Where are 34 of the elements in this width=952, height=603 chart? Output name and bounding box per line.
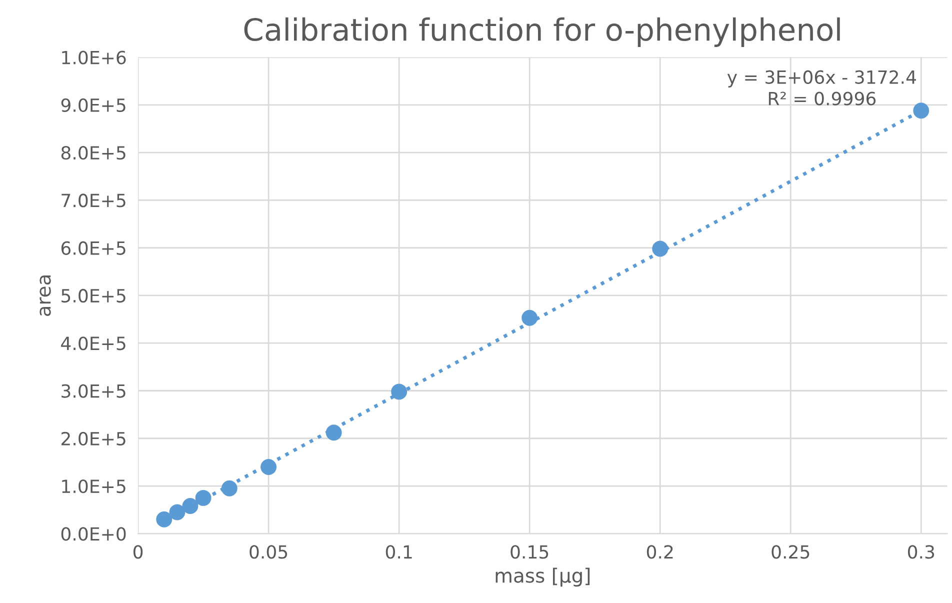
y-axis-title: area (40, 276, 51, 316)
x-tick-label: 0.1 (386, 545, 412, 559)
y-tick-label: 4.0E+5 (61, 336, 126, 350)
point (260, 458, 277, 475)
point (182, 498, 198, 514)
x-tick-label: 0 (133, 545, 143, 559)
y-tick-label: 3.0E+5 (62, 384, 126, 398)
y-tick-label: 1.0E+6 (62, 50, 126, 64)
point (195, 490, 212, 506)
point (156, 511, 172, 528)
y-tick-label: 6.0E+5 (61, 241, 126, 255)
x-tick-label: 0.25 (772, 545, 810, 559)
x-tick-label: 0.05 (250, 545, 288, 559)
y-tick-label: 9.0E+5 (61, 98, 126, 112)
point (391, 384, 408, 400)
annotation: y = 3E+06x - 3172.4 (727, 70, 916, 88)
chart-title: Calibration function for o-phenylphenol (244, 17, 840, 47)
y-tick-label: 7.0E+5 (62, 194, 126, 208)
x-tick-label: 0.2 (646, 545, 673, 559)
y-tick-label: 2.0E+5 (62, 432, 126, 446)
point (326, 424, 342, 441)
y-tick-label: 8.0E+5 (61, 146, 126, 160)
point (221, 480, 238, 496)
y-tick-label: 0.0E+0 (61, 527, 126, 541)
x-tick-label: 0.15 (510, 545, 548, 559)
point (652, 240, 668, 257)
point (913, 102, 930, 119)
y-tick-label: 5.0E+5 (62, 288, 126, 303)
annotation: R² = 0.9996 (768, 92, 876, 106)
point (169, 504, 186, 520)
x-tick-label: 0.3 (908, 545, 934, 559)
x-axis-title: mass [µg] (496, 568, 590, 587)
y-tick-label: 1.0E+5 (62, 479, 126, 494)
point (522, 310, 538, 326)
